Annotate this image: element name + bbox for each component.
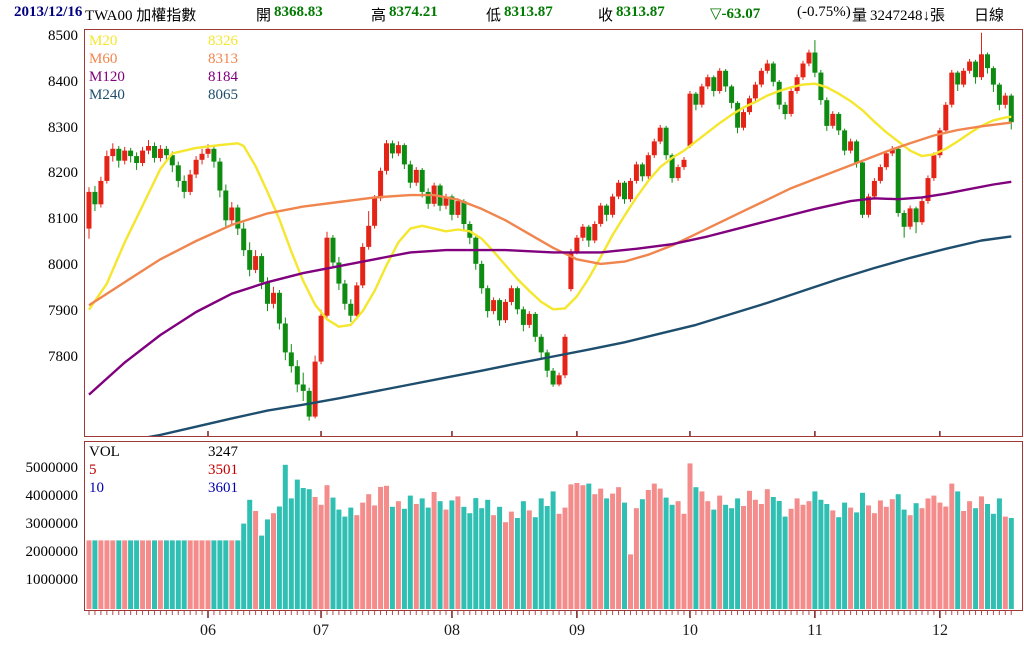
high-label: 高 [371,8,387,24]
volume-value: 3247248↓張 [870,8,946,24]
vol-value: 3601 [208,480,238,496]
volume-tick-label: 2000000 [25,544,79,560]
ma-value: 8184 [208,69,238,85]
ma-legend-row: M20 8326 [89,32,238,50]
ma-legend: M20 8326 M60 8313 M120 8184 M240 8065 [89,32,238,104]
volume-panel: VOL 3247 5 3501 10 3601 [84,441,1023,611]
high-value: 8374.21 [389,4,438,20]
price-panel: M20 8326 M60 8313 M120 8184 M240 8065 [84,29,1023,437]
date-axis-ruler [88,611,1012,618]
volume-tick-label: 3000000 [25,516,79,532]
price-tick-label: 8400 [48,74,78,90]
volume-tick-label: 1000000 [25,572,79,588]
close-value: 8313.87 [616,4,665,20]
volume-legend: VOL 3247 5 3501 10 3601 [89,443,238,497]
volume-legend-row: VOL 3247 [89,443,238,461]
price-tick-label: 8100 [48,211,78,227]
volume-chart-canvas[interactable] [85,442,1022,610]
ma-legend-row: M60 8313 [89,50,238,68]
ma-label: M120 [89,69,125,85]
ma-label: M60 [89,51,118,67]
month-label: 12 [932,622,948,639]
month-label: 11 [807,622,823,639]
price-tick-label: 7900 [48,303,78,319]
change-value: ▽-63.07 [710,6,761,22]
volume-tick-label: 4000000 [25,488,79,504]
open-value: 8368.83 [274,4,323,20]
month-label: 08 [444,622,460,639]
vol-label: 5 [89,462,97,478]
ma-value: 8326 [208,33,238,49]
low-value: 8313.87 [504,4,553,20]
volume-label: 量 [852,8,868,24]
change-percent: (-0.75%) [797,4,851,20]
ma-legend-row: M240 8065 [89,86,238,104]
vol-label: VOL [89,444,120,460]
month-label: 10 [682,622,698,639]
low-label: 低 [486,8,502,24]
price-tick-label: 8200 [48,165,78,181]
price-tick-label: 8500 [48,28,78,44]
vol-value: 3247 [208,444,238,460]
vol-value: 3501 [208,462,238,478]
ma-label: M20 [89,33,118,49]
volume-legend-row: 5 3501 [89,461,238,479]
volume-legend-row: 10 3601 [89,479,238,497]
price-chart-canvas[interactable] [85,30,1022,436]
month-label: 06 [200,622,216,639]
price-tick-label: 7800 [48,349,78,365]
quote-bar: 2013/12/16 TWA00 加權指數 開 8368.83 高 8374.2… [0,0,1024,28]
open-label: 開 [256,8,272,24]
ma-value: 8313 [208,51,238,67]
price-tick-label: 8300 [48,120,78,136]
symbol-name: TWA00 加權指數 [85,8,197,24]
volume-tick-label: 5000000 [25,460,79,476]
vol-label: 10 [89,480,104,496]
trade-date: 2013/12/16 [14,4,83,20]
month-label: 09 [569,622,585,639]
ma-label: M240 [89,87,125,103]
period-indicator[interactable]: 日線 [974,8,1005,24]
close-label: 收 [598,8,614,24]
price-tick-label: 8000 [48,257,78,273]
ma-legend-row: M120 8184 [89,68,238,86]
month-label: 07 [313,622,329,639]
ma-value: 8065 [208,87,238,103]
